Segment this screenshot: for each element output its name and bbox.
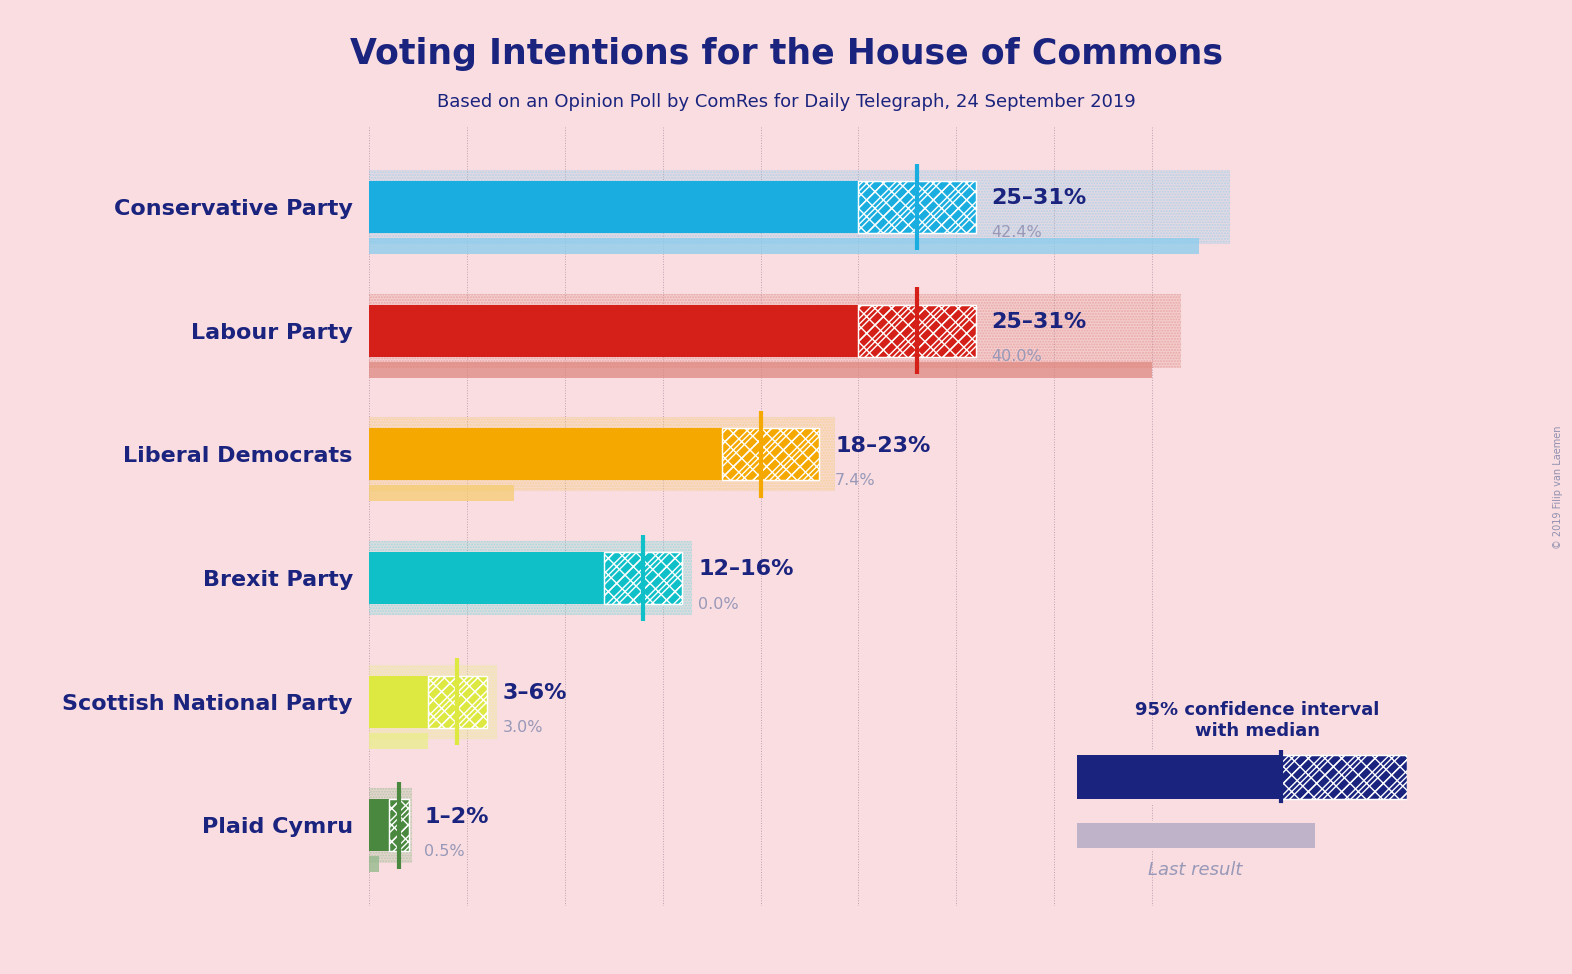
Text: 12–16%: 12–16% (698, 559, 794, 580)
Bar (388, 800, 409, 851)
Bar (369, 552, 604, 604)
Bar (1077, 823, 1314, 848)
Text: Last result: Last result (1148, 861, 1242, 879)
Bar (722, 429, 819, 480)
Bar (858, 181, 976, 233)
Bar (369, 676, 428, 728)
Bar (1281, 755, 1407, 799)
Text: © 2019 Filip van Laemen: © 2019 Filip van Laemen (1553, 426, 1563, 548)
Bar (369, 429, 722, 480)
Text: 3–6%: 3–6% (503, 683, 567, 703)
Bar (428, 676, 487, 728)
FancyBboxPatch shape (369, 169, 1231, 244)
Text: 40.0%: 40.0% (992, 349, 1042, 364)
Bar (369, 238, 1199, 254)
Bar (604, 552, 682, 604)
FancyBboxPatch shape (369, 664, 497, 739)
Bar (428, 676, 487, 728)
Bar (388, 800, 409, 851)
Bar (369, 181, 858, 233)
FancyBboxPatch shape (369, 417, 835, 492)
Bar (369, 305, 858, 356)
Bar (369, 485, 514, 502)
Text: 25–31%: 25–31% (992, 312, 1086, 332)
Text: Based on an Opinion Poll by ComRes for Daily Telegraph, 24 September 2019: Based on an Opinion Poll by ComRes for D… (437, 94, 1135, 111)
Text: Voting Intentions for the House of Commons: Voting Intentions for the House of Commo… (349, 37, 1223, 70)
Bar (858, 305, 976, 356)
Text: 0.5%: 0.5% (424, 843, 465, 859)
Text: 7.4%: 7.4% (835, 472, 876, 488)
Bar (369, 856, 379, 873)
Text: 42.4%: 42.4% (992, 226, 1042, 241)
Text: 0.0%: 0.0% (698, 596, 739, 612)
Text: 1–2%: 1–2% (424, 806, 489, 827)
Text: 18–23%: 18–23% (835, 435, 931, 456)
FancyBboxPatch shape (369, 541, 692, 616)
Bar (369, 800, 388, 851)
Bar (858, 305, 976, 356)
Bar (722, 429, 819, 480)
Bar (858, 181, 976, 233)
FancyBboxPatch shape (369, 788, 412, 863)
Text: 25–31%: 25–31% (992, 188, 1086, 208)
Bar (1077, 755, 1281, 799)
Bar (1281, 755, 1407, 799)
Bar (604, 552, 682, 604)
FancyBboxPatch shape (369, 293, 1181, 368)
Text: 95% confidence interval
with median: 95% confidence interval with median (1135, 701, 1380, 740)
Bar (369, 361, 1152, 378)
Bar (369, 732, 428, 749)
Text: 3.0%: 3.0% (503, 720, 542, 735)
